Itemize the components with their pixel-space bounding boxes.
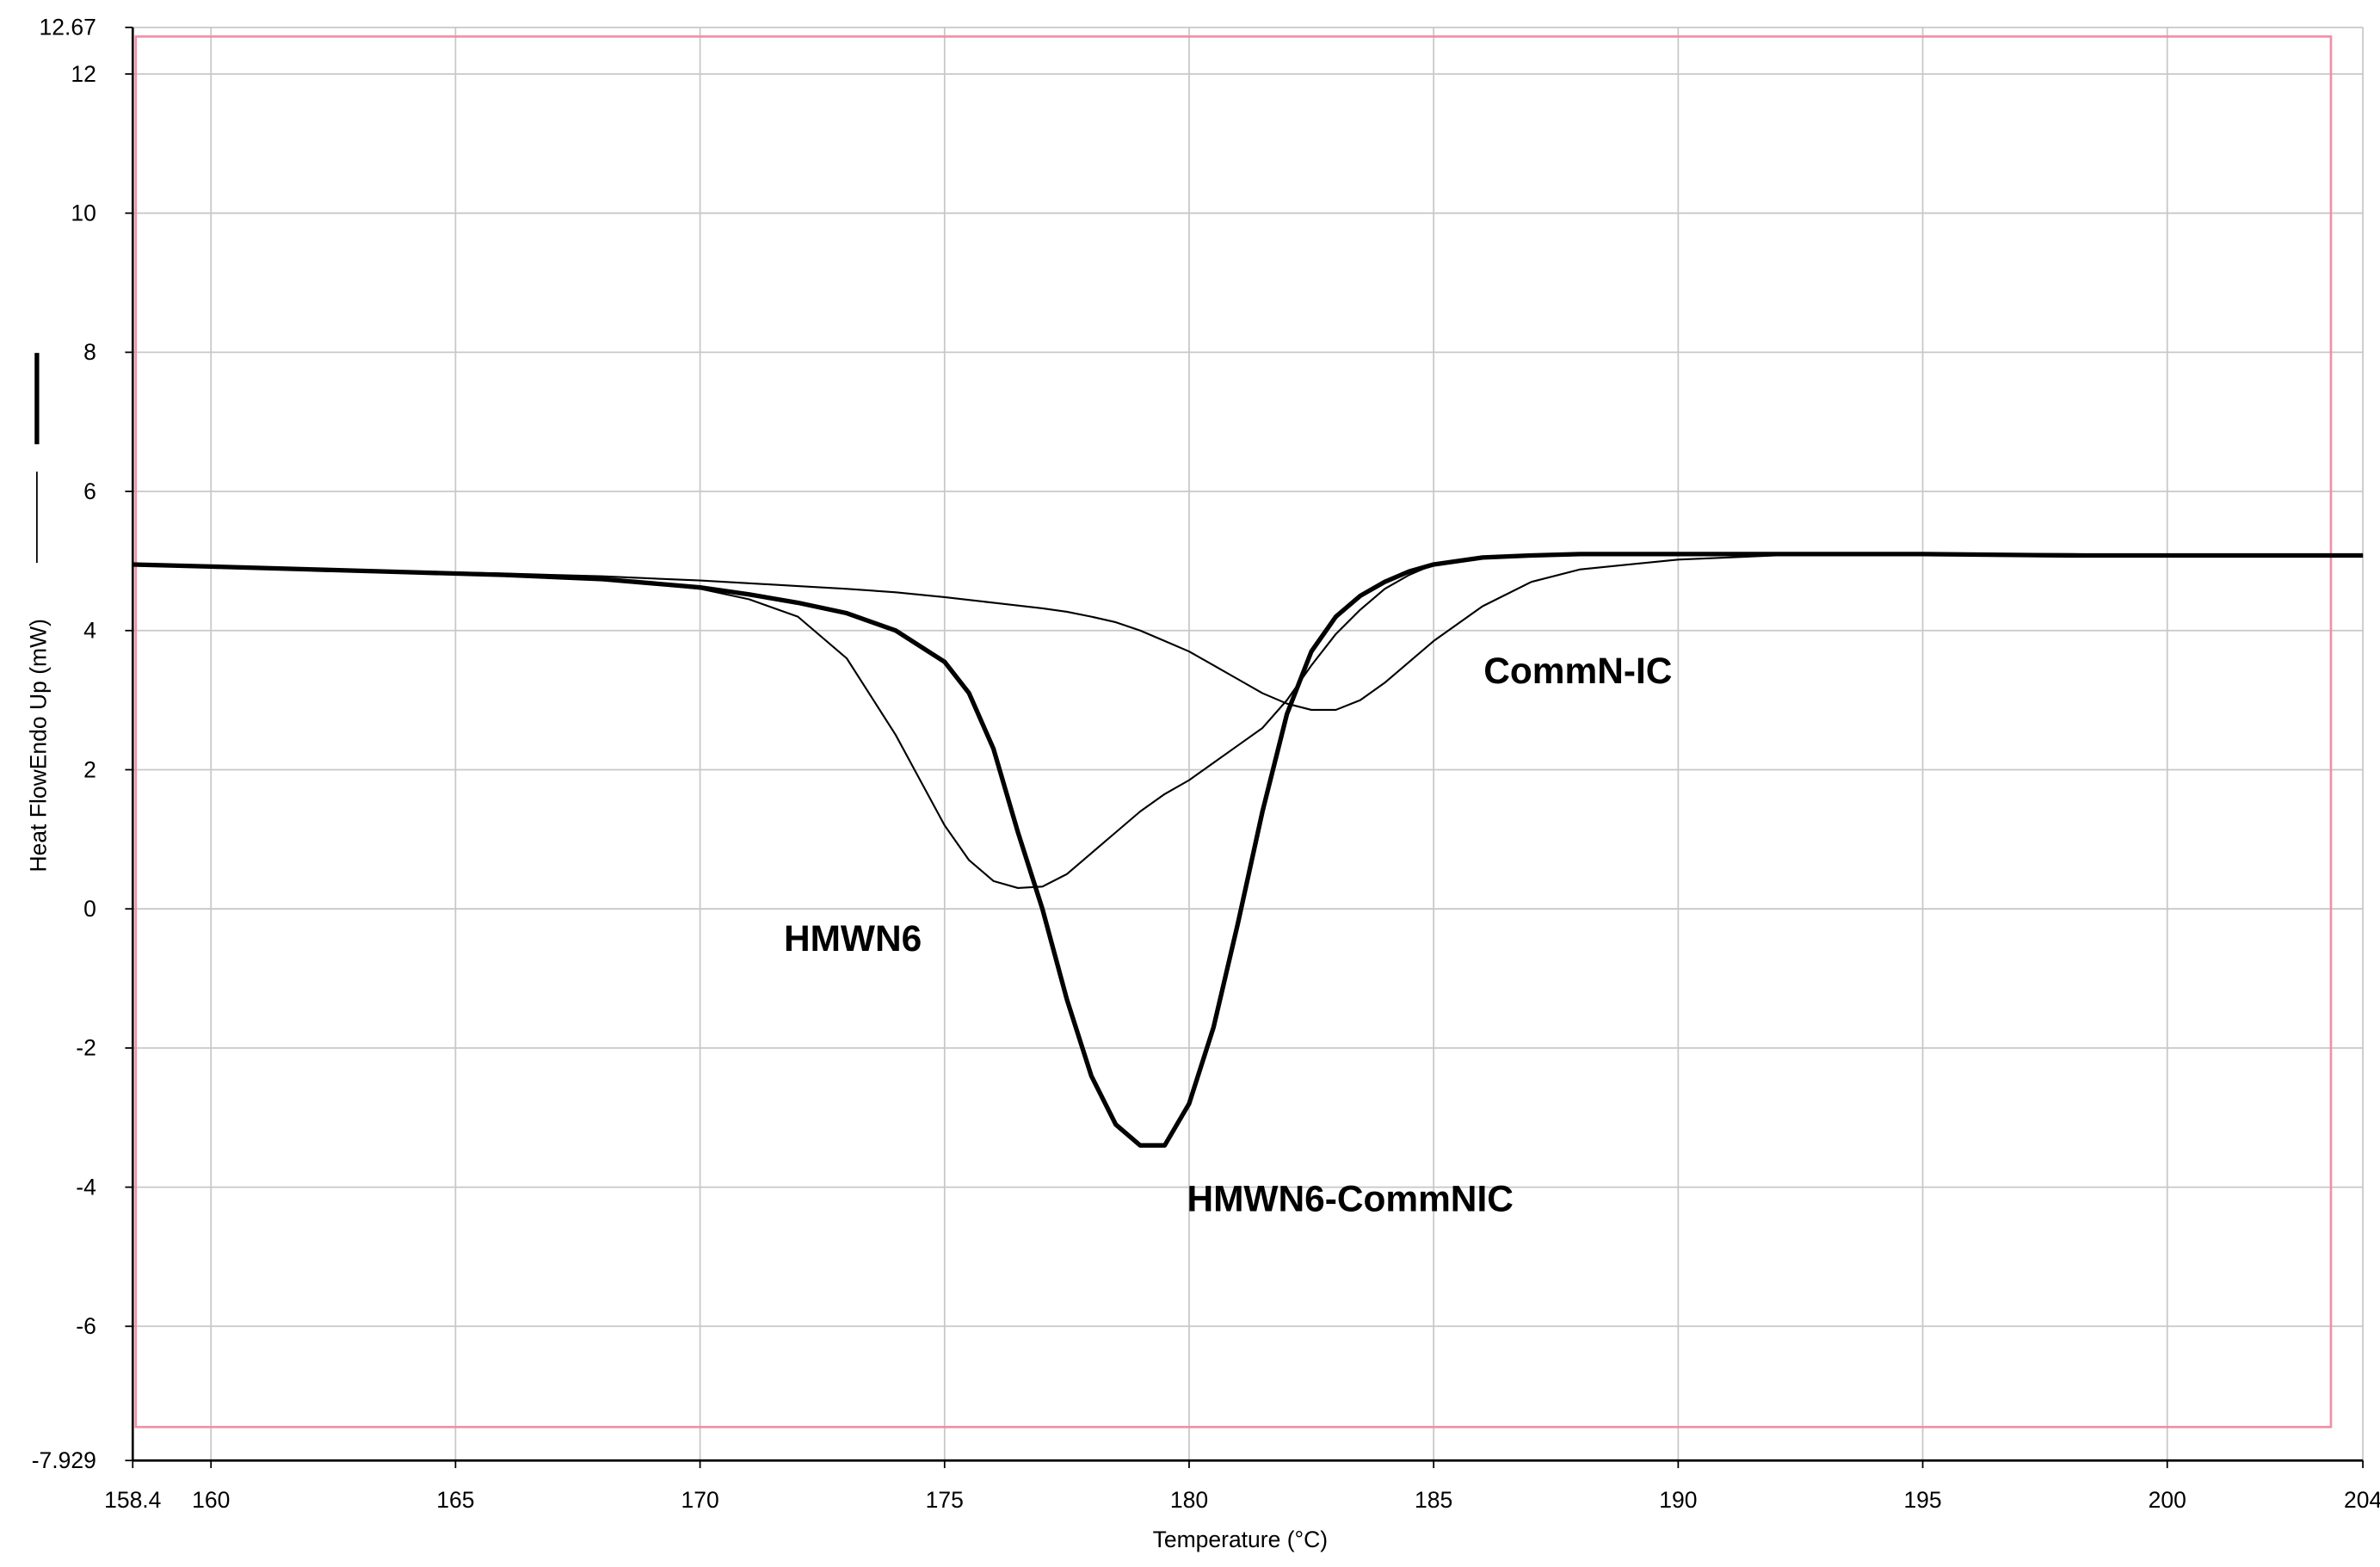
series-label: HMWN6-CommNIC <box>1187 1178 1513 1218</box>
x-tick-label: 175 <box>926 1487 964 1513</box>
x-tick-label: 190 <box>1659 1487 1697 1513</box>
y-tick-label: 0 <box>83 896 96 922</box>
x-tick-label: 165 <box>436 1487 474 1513</box>
y-tick-label: 12.67 <box>40 15 96 40</box>
x-tick-label: 200 <box>2149 1487 2186 1513</box>
x-tick-label: 195 <box>1903 1487 1941 1513</box>
plot-frame <box>134 35 2333 1428</box>
y-tick-label: -2 <box>76 1035 96 1061</box>
y-axis-label: Heat FlowEndo Up (mW) <box>25 619 51 873</box>
x-tick-label: 204 <box>2344 1487 2380 1513</box>
x-tick-label: 185 <box>1415 1487 1452 1513</box>
y-tick-label: -6 <box>76 1313 96 1339</box>
series-label: HMWN6 <box>784 918 922 959</box>
y-tick-label: -4 <box>76 1174 96 1200</box>
y-tick-label: 10 <box>71 201 96 226</box>
x-tick-label: 180 <box>1170 1487 1208 1513</box>
series-label: CommN-IC <box>1483 651 1672 691</box>
y-tick-label: 4 <box>83 618 96 644</box>
x-tick-label: 160 <box>192 1487 230 1513</box>
y-tick-label: 8 <box>83 339 96 365</box>
y-tick-label: 12 <box>71 61 96 87</box>
x-tick-label: 170 <box>681 1487 718 1513</box>
series-line <box>133 552 2364 1148</box>
y-tick-label: 2 <box>83 756 96 782</box>
y-tick-label: -7.929 <box>32 1447 96 1473</box>
x-tick-label: 158.4 <box>104 1487 161 1513</box>
y-tick-label: 6 <box>83 478 96 504</box>
x-axis-label: Temperature (°C) <box>1153 1527 1329 1552</box>
series-line <box>133 552 2364 712</box>
